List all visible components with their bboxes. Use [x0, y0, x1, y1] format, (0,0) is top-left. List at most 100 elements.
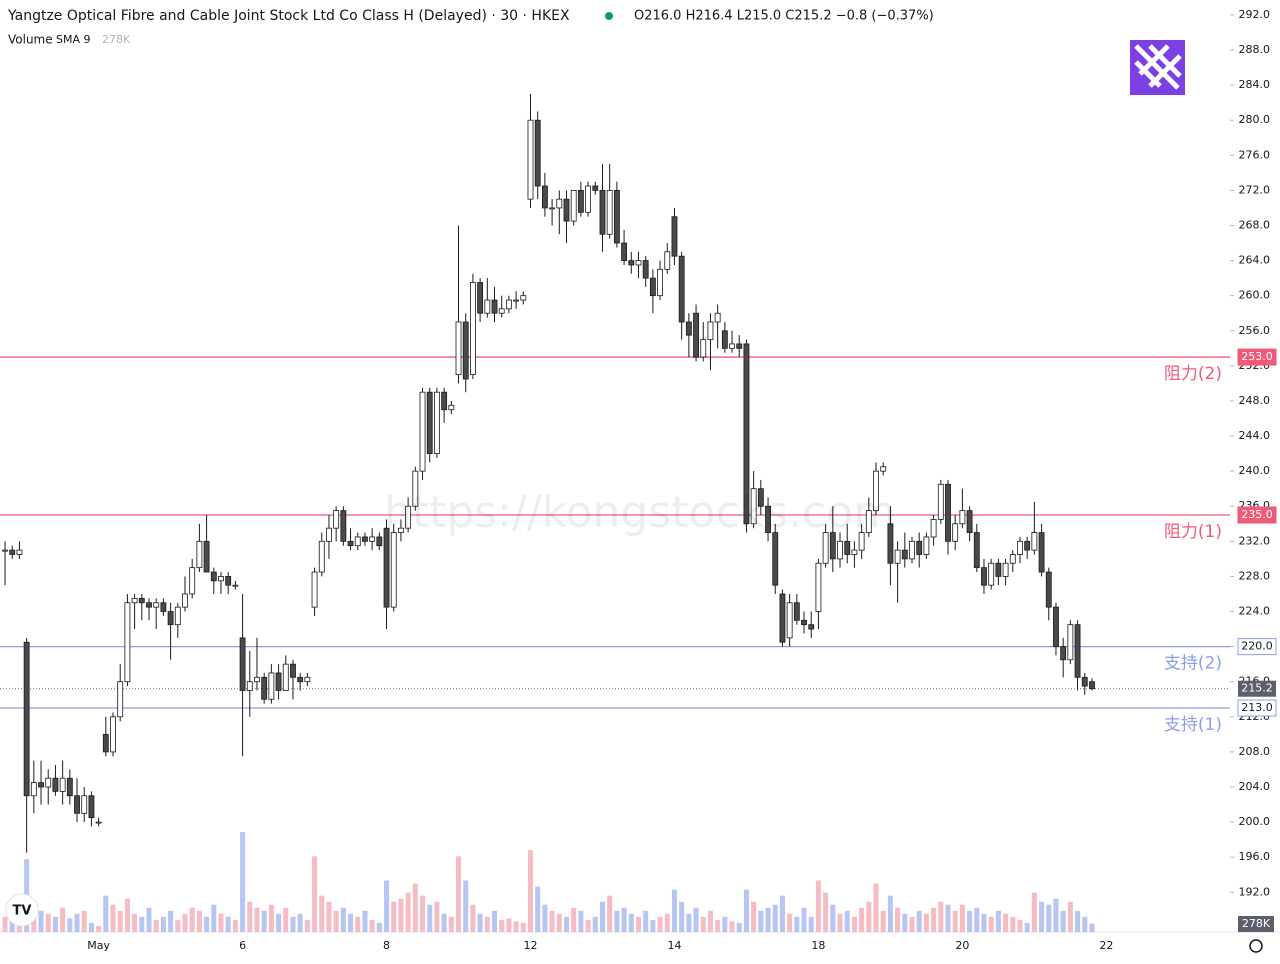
candle-body	[1024, 540, 1031, 551]
candle-body	[649, 277, 656, 297]
volume-bar	[592, 916, 598, 932]
candle-body	[1067, 624, 1074, 661]
candle-body	[1002, 562, 1009, 577]
volume-bar	[923, 913, 929, 932]
candle-body	[909, 540, 915, 560]
svg-text:TV: TV	[13, 904, 32, 919]
y-tick-label: 192.0	[1239, 885, 1271, 898]
volume-bar	[103, 895, 109, 932]
candle-body	[829, 532, 836, 560]
candle-body	[9, 549, 16, 555]
volume-bar	[60, 907, 66, 932]
volume-bar	[772, 904, 778, 932]
candle-body	[426, 391, 433, 454]
volume-bar	[1067, 901, 1073, 932]
x-tick-label: 22	[1099, 939, 1113, 952]
candle-body	[340, 510, 347, 542]
candle-body	[606, 189, 613, 235]
y-tick-label: 272.0	[1239, 183, 1271, 196]
candle-body	[520, 295, 527, 301]
volume-bar	[614, 910, 620, 932]
volume-bar	[815, 880, 821, 932]
volume-bar	[830, 904, 836, 932]
candle-body	[577, 189, 584, 213]
volume-bar	[1046, 904, 1052, 932]
ohlc: O216.0 H216.4 L215.0 C215.2 −0.8 (−0.37%…	[634, 9, 934, 24]
candle-body	[714, 312, 721, 323]
volume-bar	[959, 904, 965, 932]
volume-bar	[297, 913, 303, 932]
volume-bar	[974, 907, 980, 932]
candle-body	[1053, 606, 1059, 648]
volume-pane	[2, 832, 1095, 932]
candle-body	[146, 602, 152, 608]
volume-bar	[2, 916, 8, 932]
candle-body	[455, 321, 462, 376]
candle-body	[887, 523, 894, 564]
candle-body	[390, 532, 397, 608]
volume-bar	[880, 910, 886, 932]
candle-body	[16, 549, 23, 555]
volume-bar	[549, 910, 555, 932]
levels: 阻力(2) 阻力(1) 支持(2) 支持(1)	[0, 356, 1230, 735]
volume-bar	[420, 895, 426, 932]
y-tick-label: 284.0	[1239, 78, 1271, 91]
candle-body	[304, 676, 311, 683]
volume-bar	[326, 901, 332, 932]
level-name: 阻力(2)	[1164, 364, 1222, 384]
candle-body	[973, 532, 980, 569]
candle-body	[736, 343, 743, 349]
candle-body	[815, 562, 822, 612]
volume-bar	[837, 913, 843, 932]
level-price-box	[1237, 699, 1277, 717]
volume-bar	[484, 916, 490, 932]
candle-body	[462, 321, 469, 380]
volume-bar	[333, 910, 339, 932]
price-axis: 192.0196.0200.0204.0208.0212.0216.0220.0…	[1230, 8, 1277, 932]
candle-body	[30, 782, 37, 797]
volume-bar	[74, 913, 80, 932]
volume-bar	[175, 919, 181, 932]
volume-bar	[124, 898, 130, 932]
volume-bar	[578, 910, 584, 932]
y-tick-label: 232.0	[1239, 534, 1271, 547]
candle-body	[74, 795, 80, 814]
volume-bar	[132, 913, 138, 932]
volume-bar	[715, 919, 721, 932]
candle-body	[246, 681, 253, 691]
volume-bar	[9, 919, 15, 932]
y-tick-label: 264.0	[1239, 254, 1271, 267]
candle-body	[729, 343, 735, 349]
candle-body	[693, 312, 699, 358]
volume-bar	[225, 916, 231, 932]
y-tick-label: 276.0	[1239, 148, 1271, 161]
candle-body	[376, 536, 383, 547]
candle-body	[793, 602, 800, 621]
volume-bar	[355, 916, 361, 932]
volume-bar	[1017, 919, 1023, 932]
volume-bar	[283, 907, 289, 932]
volume-bar	[844, 910, 850, 932]
candle-body	[491, 299, 498, 314]
candle-body	[203, 540, 210, 573]
volume-bar	[535, 886, 541, 932]
candle-body	[1031, 532, 1038, 551]
candle-body	[505, 299, 512, 310]
volume-bar	[621, 907, 627, 932]
candle-body	[124, 602, 131, 683]
candle-body	[822, 532, 829, 564]
volume-bar	[513, 921, 519, 932]
volume-bar	[931, 907, 937, 932]
volume-bar	[1075, 910, 1081, 932]
candle-body	[894, 549, 901, 564]
candle-body	[419, 391, 426, 472]
candle-body	[541, 185, 548, 209]
y-tick-label: 248.0	[1239, 394, 1271, 407]
settings-icon[interactable]	[1249, 939, 1263, 953]
volume-bar	[1010, 916, 1016, 932]
volume-bar	[873, 883, 879, 932]
candle-body	[239, 637, 246, 691]
level-price-label: 235.0	[1241, 508, 1273, 521]
candle-body	[858, 532, 865, 551]
